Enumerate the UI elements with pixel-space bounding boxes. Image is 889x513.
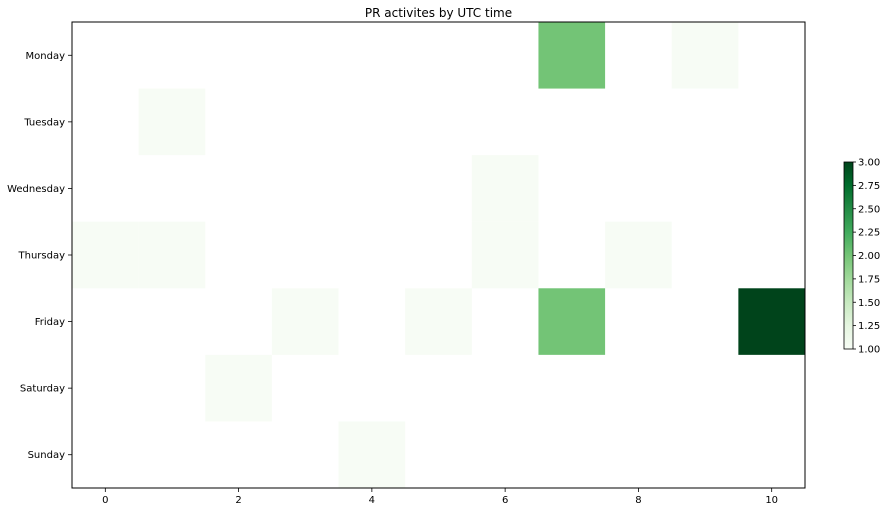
heatmap-cell-friday-5	[405, 288, 472, 355]
colorbar-tick-label: 2.00	[858, 251, 880, 262]
colorbar-tick-label: 3.00	[858, 158, 880, 169]
colorbar-tick-label: 1.75	[858, 274, 880, 285]
y-tick-label-thursday: Thursday	[18, 251, 66, 262]
colorbar-tick-label: 2.50	[858, 204, 880, 215]
colorbar-tick-label: 1.50	[858, 298, 880, 309]
x-tick-label: 2	[235, 495, 241, 506]
heatmap-cell-sunday-4	[338, 421, 406, 488]
heatmap-cell-friday-10	[738, 288, 805, 355]
heatmap-cell-thursday-8	[605, 221, 672, 289]
colorbar-tick-label: 1.00	[858, 345, 880, 356]
colorbar-tick-label: 1.25	[858, 321, 880, 332]
colorbar-tick-label: 2.25	[858, 228, 880, 239]
y-tick-label-saturday: Saturday	[20, 384, 65, 395]
chart-title: PR activites by UTC time	[365, 6, 512, 20]
heatmap-cell-monday-9	[671, 22, 739, 89]
y-tick-label-friday: Friday	[35, 317, 65, 328]
heatmap-cell-saturday-2	[205, 354, 272, 422]
x-axis: 0 2 4 6 8 10	[102, 488, 778, 506]
y-tick-label-tuesday: Tuesday	[23, 117, 65, 128]
x-tick-label: 4	[369, 495, 375, 506]
heatmap-cell-friday-7	[538, 288, 606, 355]
x-tick-label: 8	[635, 495, 641, 506]
heatmap-cell-thursday-0	[72, 221, 139, 289]
heatmap-cell-thursday-6	[471, 221, 539, 289]
x-tick-label: 0	[102, 495, 108, 506]
heatmap-cell-wednesday-6	[471, 155, 539, 222]
colorbar-tick-label: 2.75	[858, 181, 880, 192]
colorbar: 1.00 1.25 1.50 1.75 2.00 2.25 2.50 2.75 3.00	[843, 158, 880, 356]
heatmap-cells	[72, 22, 805, 488]
y-tick-label-wednesday: Wednesday	[7, 184, 65, 195]
y-tick-label-monday: Monday	[26, 51, 66, 62]
colorbar-ticks: 1.00 1.25 1.50 1.75 2.00 2.25 2.50 2.75 3.00	[853, 158, 880, 356]
colorbar-gradient	[843, 161, 854, 350]
heatmap-cell-monday-7	[538, 22, 606, 89]
heatmap-cell-tuesday-1	[138, 88, 206, 156]
heatmap-cell-friday-3	[271, 288, 339, 355]
y-axis: Monday Tuesday Wednesday Thursday Friday Satu…	[7, 51, 72, 461]
y-tick-label-sunday: Sunday	[28, 450, 65, 461]
x-tick-label: 10	[765, 495, 778, 506]
x-tick-label: 6	[502, 495, 508, 506]
heatmap-cell-thursday-1	[138, 221, 206, 289]
